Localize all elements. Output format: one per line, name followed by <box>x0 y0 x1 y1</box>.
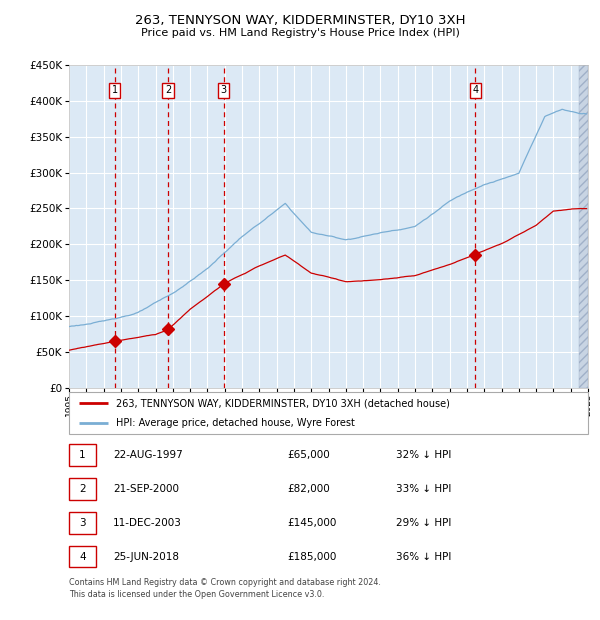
Text: 36% ↓ HPI: 36% ↓ HPI <box>396 552 451 562</box>
FancyBboxPatch shape <box>69 512 96 534</box>
Text: HPI: Average price, detached house, Wyre Forest: HPI: Average price, detached house, Wyre… <box>116 418 355 428</box>
FancyBboxPatch shape <box>69 546 96 567</box>
Text: 29% ↓ HPI: 29% ↓ HPI <box>396 518 451 528</box>
Bar <box>580 65 588 388</box>
Text: 3: 3 <box>221 85 227 95</box>
Text: 263, TENNYSON WAY, KIDDERMINSTER, DY10 3XH: 263, TENNYSON WAY, KIDDERMINSTER, DY10 3… <box>135 14 465 27</box>
FancyBboxPatch shape <box>69 392 588 434</box>
Text: 11-DEC-2003: 11-DEC-2003 <box>113 518 182 528</box>
Text: 21-SEP-2000: 21-SEP-2000 <box>113 484 179 494</box>
Text: 22-AUG-1997: 22-AUG-1997 <box>113 450 183 460</box>
FancyBboxPatch shape <box>69 478 96 500</box>
Text: 1: 1 <box>79 450 86 460</box>
Text: 2: 2 <box>79 484 86 494</box>
Text: 25-JUN-2018: 25-JUN-2018 <box>113 552 179 562</box>
Text: £185,000: £185,000 <box>287 552 337 562</box>
Text: Contains HM Land Registry data © Crown copyright and database right 2024.
This d: Contains HM Land Registry data © Crown c… <box>69 578 381 599</box>
Text: 4: 4 <box>79 552 86 562</box>
Text: 4: 4 <box>472 85 478 95</box>
Text: £82,000: £82,000 <box>287 484 330 494</box>
Text: £65,000: £65,000 <box>287 450 330 460</box>
FancyBboxPatch shape <box>69 445 96 466</box>
Text: £145,000: £145,000 <box>287 518 337 528</box>
Text: 1: 1 <box>112 85 118 95</box>
Text: 263, TENNYSON WAY, KIDDERMINSTER, DY10 3XH (detached house): 263, TENNYSON WAY, KIDDERMINSTER, DY10 3… <box>116 398 449 408</box>
Text: 33% ↓ HPI: 33% ↓ HPI <box>396 484 451 494</box>
Text: 32% ↓ HPI: 32% ↓ HPI <box>396 450 451 460</box>
Text: 3: 3 <box>79 518 86 528</box>
Text: Price paid vs. HM Land Registry's House Price Index (HPI): Price paid vs. HM Land Registry's House … <box>140 28 460 38</box>
Text: 2: 2 <box>165 85 171 95</box>
